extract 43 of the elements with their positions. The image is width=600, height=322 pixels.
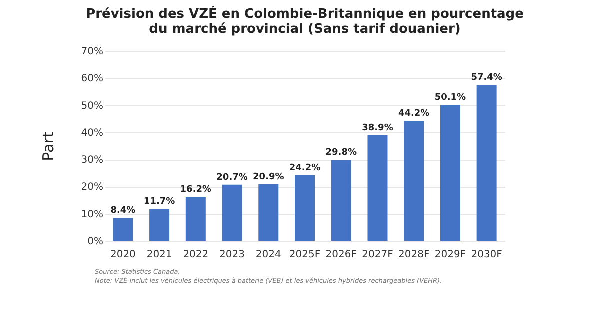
bar [186, 197, 206, 241]
y-tick-label: 10% [81, 209, 104, 220]
y-tick-label: 50% [81, 100, 104, 112]
x-tick-label: 2020 [110, 250, 136, 260]
y-tick-label: 20% [81, 182, 104, 194]
data-label: 29.8% [326, 148, 357, 158]
bar [222, 184, 242, 241]
data-label: 24.2% [289, 163, 321, 174]
x-tick-label: 2023 [220, 250, 245, 260]
y-tick-label: 0% [88, 236, 104, 248]
bar [150, 209, 170, 241]
data-label: 50.1% [434, 93, 466, 104]
x-tick-label: 2022 [183, 250, 209, 260]
bar [404, 121, 424, 241]
x-tick-label: 2028F [398, 250, 430, 260]
y-tick-label: 40% [81, 128, 104, 139]
bar [113, 218, 134, 241]
x-tick-label: 2025F [289, 250, 321, 260]
y-axis-title: Part [39, 132, 58, 162]
bar [368, 135, 388, 241]
x-tick-label: 2026F [326, 250, 358, 260]
data-label: 20.7% [216, 172, 248, 183]
data-label: 38.9% [362, 123, 394, 134]
bar [476, 85, 497, 241]
x-tick-label: 2021 [146, 250, 172, 260]
y-tick-label: 30% [81, 155, 104, 166]
bar [258, 184, 279, 241]
data-label: 11.7% [144, 197, 176, 208]
y-tick-label: 60% [81, 74, 104, 85]
x-tick-label: 2029F [434, 250, 466, 260]
data-label: 16.2% [180, 185, 212, 196]
x-tick-label: 2024 [256, 250, 282, 260]
x-tick-label: 2030F [471, 250, 503, 260]
data-label: 44.2% [398, 109, 430, 120]
bar [331, 160, 352, 241]
bar [295, 175, 315, 241]
chart-title: Prévision des VZÉ en Colombie-Britannique en pourcentage du marché provincial (Sans tarif douanier) [86, 5, 524, 37]
data-label: 57.4% [471, 73, 502, 84]
x-tick-label: 2027F [362, 250, 394, 260]
data-label: 8.4% [110, 206, 136, 216]
data-label: 20.9% [253, 172, 284, 182]
y-tick-label: 70% [81, 46, 104, 58]
bar [440, 105, 460, 241]
